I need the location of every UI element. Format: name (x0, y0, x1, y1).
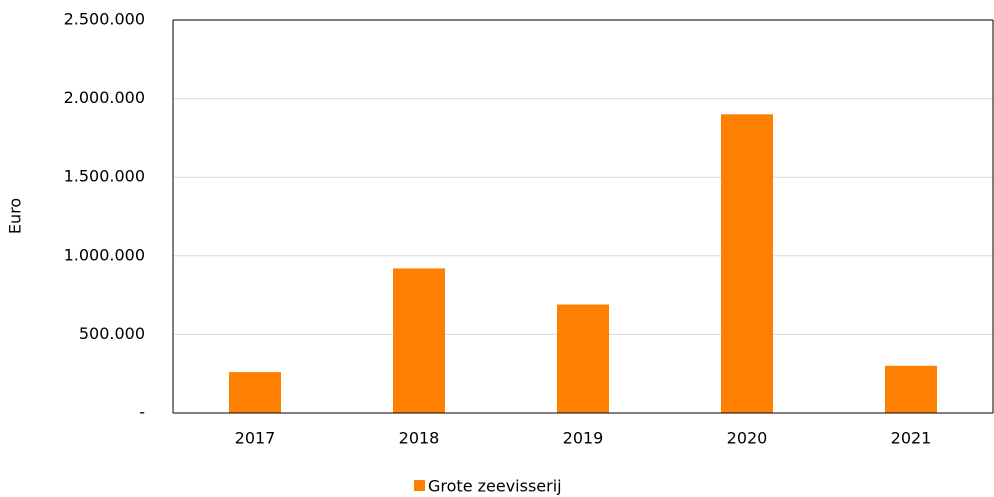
x-tick-label: 2017 (235, 429, 276, 448)
x-tick-label: 2021 (891, 429, 932, 448)
y-tick-label: 1.500.000 (64, 167, 145, 186)
x-tick-label: 2019 (563, 429, 604, 448)
bar (229, 372, 281, 413)
y-axis-label: Euro (6, 198, 25, 234)
x-tick-label: 2020 (727, 429, 768, 448)
bar (557, 304, 609, 413)
x-tick-label: 2018 (399, 429, 440, 448)
y-tick-label: 500.000 (79, 324, 145, 343)
y-tick-label: 2.000.000 (64, 88, 145, 107)
legend-label: Grote zeevisserij (428, 477, 562, 496)
legend-swatch (414, 480, 425, 491)
bar (885, 365, 937, 413)
bar (393, 268, 445, 413)
bar (721, 114, 773, 413)
y-tick-label: 2.500.000 (64, 10, 145, 29)
y-tick-label: - (139, 403, 145, 422)
y-tick-label: 1.000.000 (64, 245, 145, 264)
